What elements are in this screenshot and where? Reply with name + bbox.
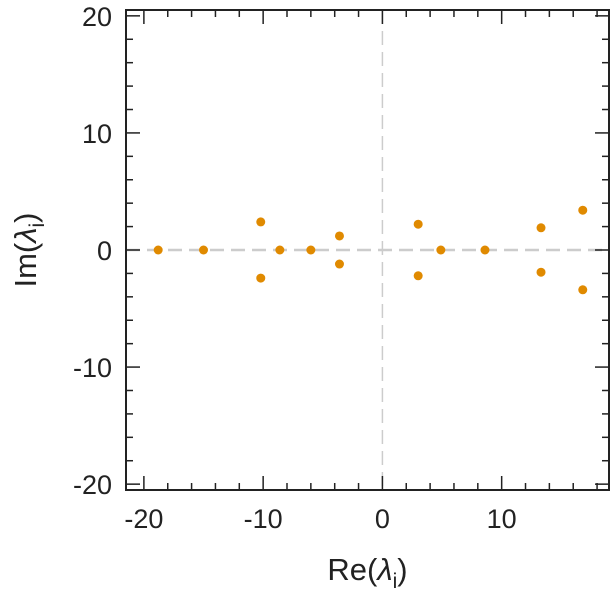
y-axis-label: Im(λi)	[8, 212, 49, 287]
data-point	[306, 245, 316, 255]
data-point	[256, 273, 266, 283]
x-tick-label: 0	[375, 504, 390, 534]
plot-frame	[125, 9, 610, 491]
data-points	[153, 205, 588, 295]
y-tick-labels: -20 -10 0 10 20	[73, 2, 112, 500]
x-tick-label: -10	[244, 504, 283, 534]
x-axis-label: Re(λi)	[327, 552, 407, 593]
data-point	[413, 271, 423, 281]
data-point	[334, 231, 344, 241]
y-tick-label: 0	[97, 236, 112, 266]
data-point	[536, 223, 546, 233]
data-point	[480, 245, 490, 255]
x-tick-label: -20	[124, 504, 163, 534]
data-point	[334, 259, 344, 269]
data-point	[578, 285, 588, 295]
data-point	[199, 245, 209, 255]
axis-ticks	[126, 10, 609, 490]
y-tick-label: 10	[82, 119, 112, 149]
data-point	[256, 217, 266, 227]
data-point	[153, 245, 163, 255]
x-tick-labels: -20 -10 0 10	[124, 504, 516, 534]
data-point	[578, 205, 588, 215]
y-tick-label: -10	[73, 353, 112, 383]
data-point	[275, 245, 285, 255]
x-tick-label: 10	[487, 504, 517, 534]
data-point	[413, 219, 423, 229]
reference-lines	[126, 10, 609, 490]
data-point	[536, 267, 546, 277]
y-tick-label: 20	[82, 2, 112, 32]
y-tick-label: -20	[73, 470, 112, 500]
data-point	[436, 245, 446, 255]
